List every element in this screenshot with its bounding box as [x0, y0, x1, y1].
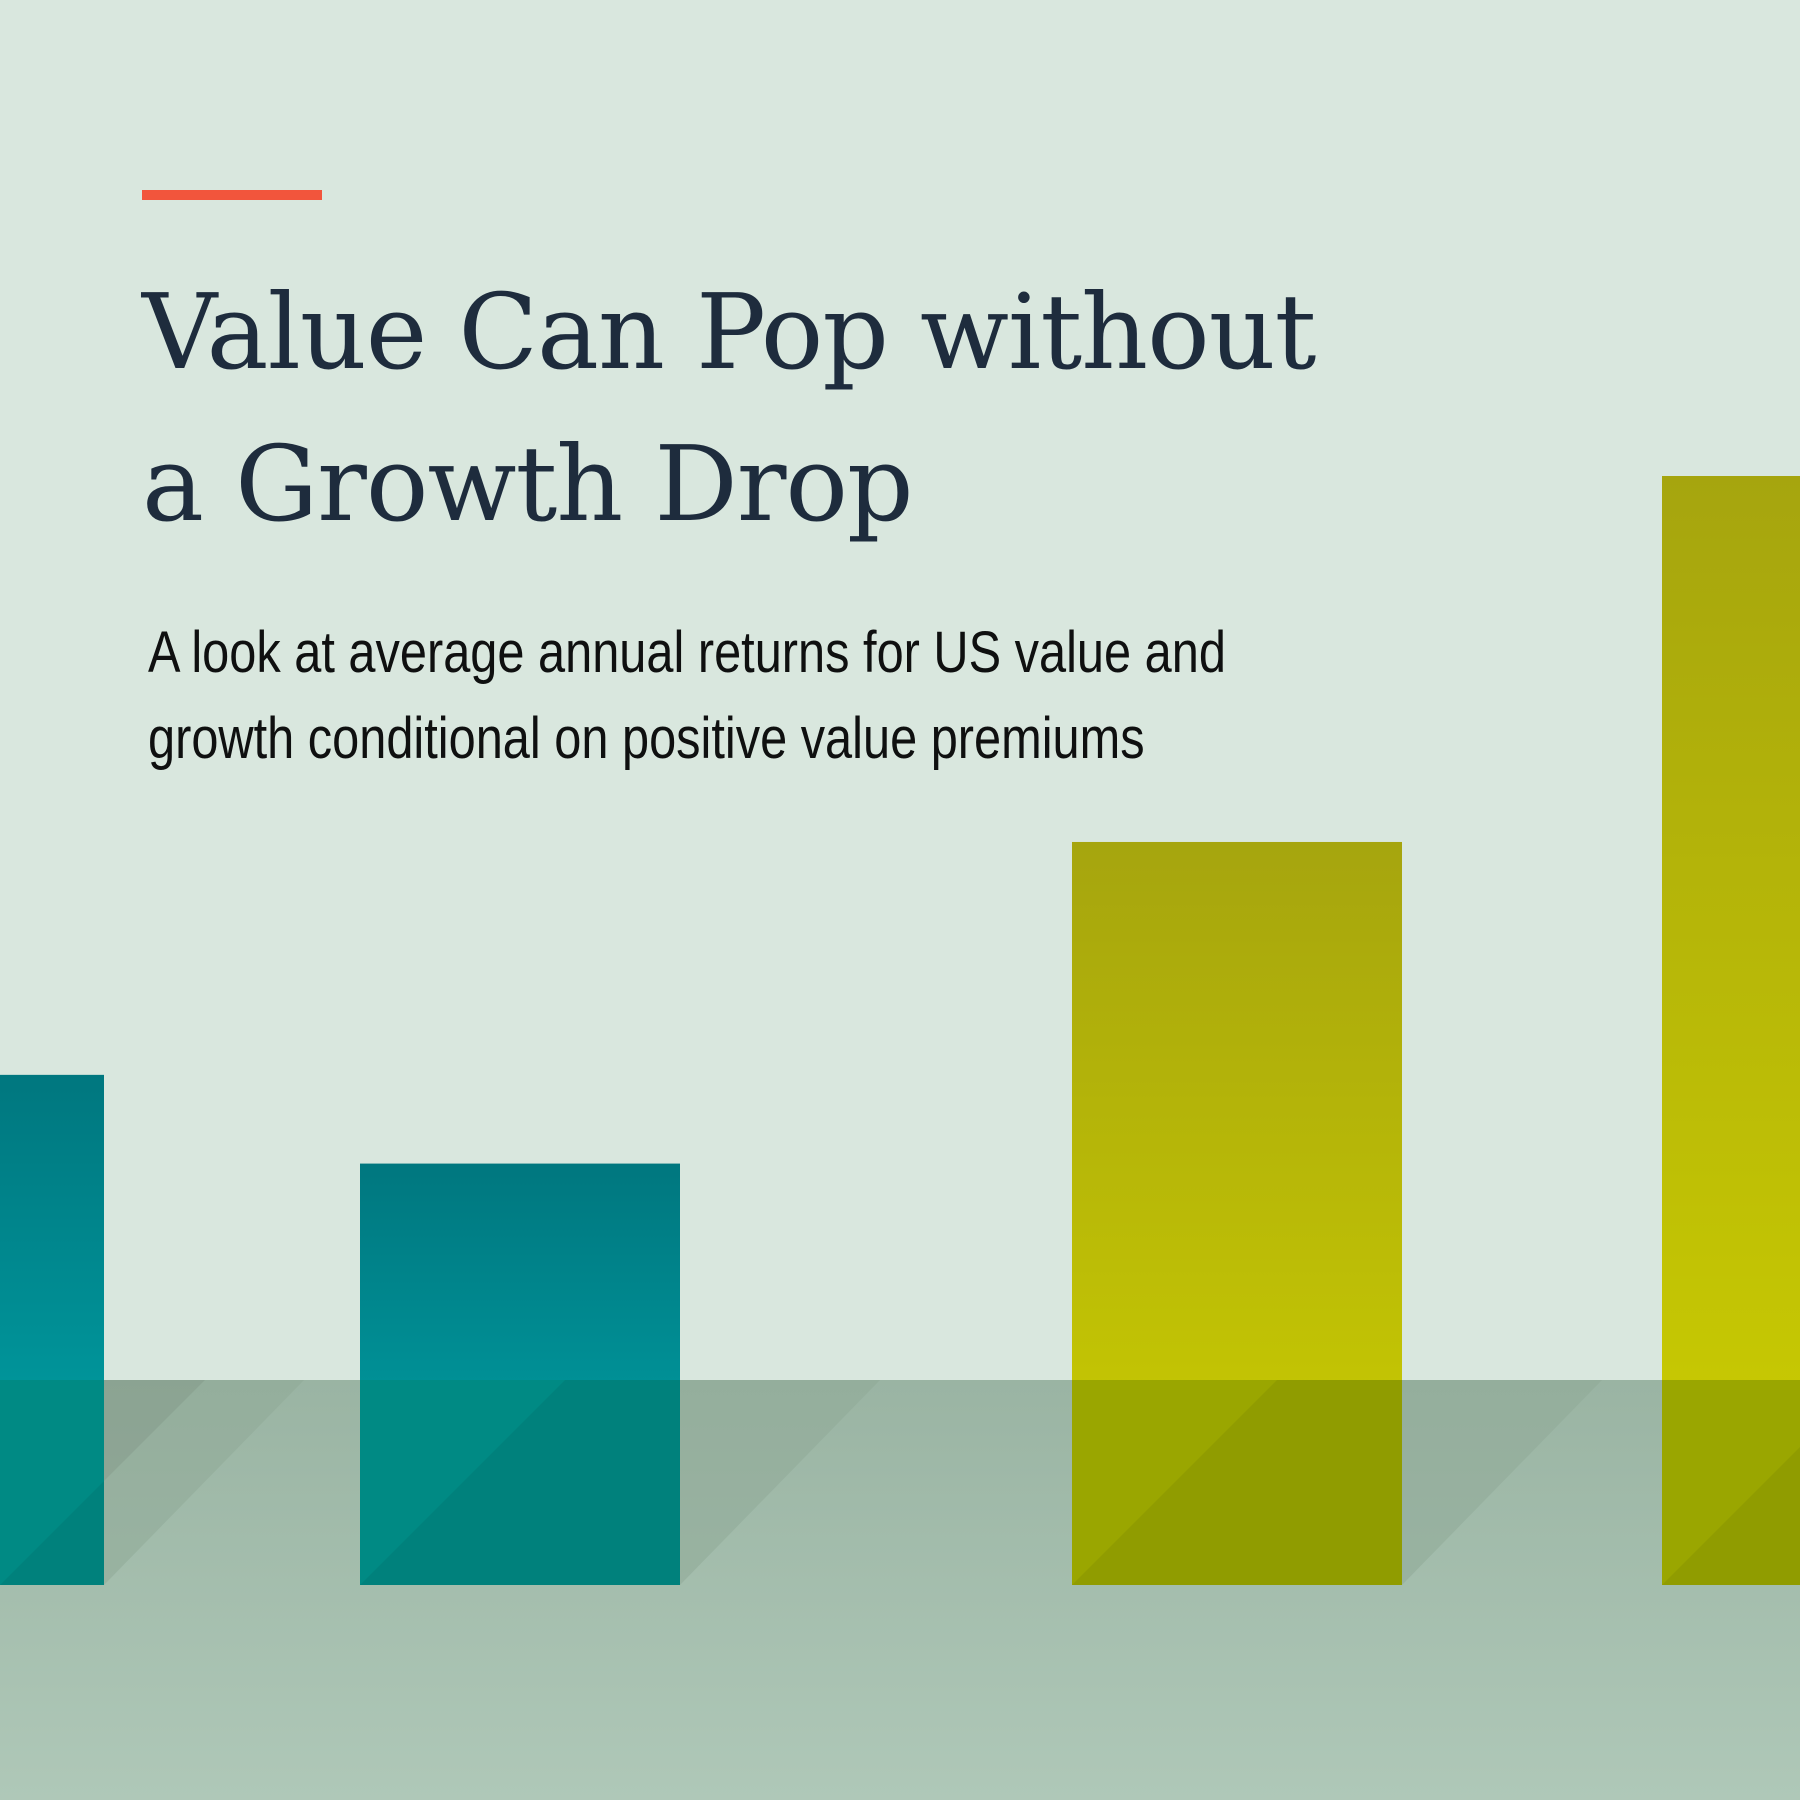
- title-line: a Growth Drop: [142, 423, 914, 545]
- bar-shadow: [1402, 1380, 1602, 1585]
- subtitle-line: A look at average annual returns for US …: [148, 620, 1226, 685]
- olive-bar-base: [1662, 1380, 1800, 1585]
- teal-bar-base: [0, 1380, 104, 1585]
- subtitle: A look at average annual returns for US …: [148, 610, 1226, 782]
- olive-bar-base: [1072, 1380, 1402, 1585]
- teal-bar-base: [360, 1380, 680, 1585]
- accent-rule: [142, 190, 322, 200]
- olive-bar-reflection: [1662, 1447, 1800, 1585]
- olive-bar-reflection: [1072, 1380, 1402, 1585]
- teal-bar-reflection: [0, 1380, 205, 1585]
- title-line: Value Can Pop without: [142, 271, 1316, 393]
- bar-shadows: [104, 1380, 1602, 1585]
- teal-bar-reflection: [360, 1380, 680, 1585]
- subtitle-line: growth conditional on positive value pre…: [148, 706, 1145, 771]
- page-title: Value Can Pop without a Growth Drop: [142, 256, 1442, 560]
- bars: [0, 476, 1800, 1585]
- bar-shadow: [680, 1380, 880, 1585]
- bar-shadow: [104, 1380, 304, 1585]
